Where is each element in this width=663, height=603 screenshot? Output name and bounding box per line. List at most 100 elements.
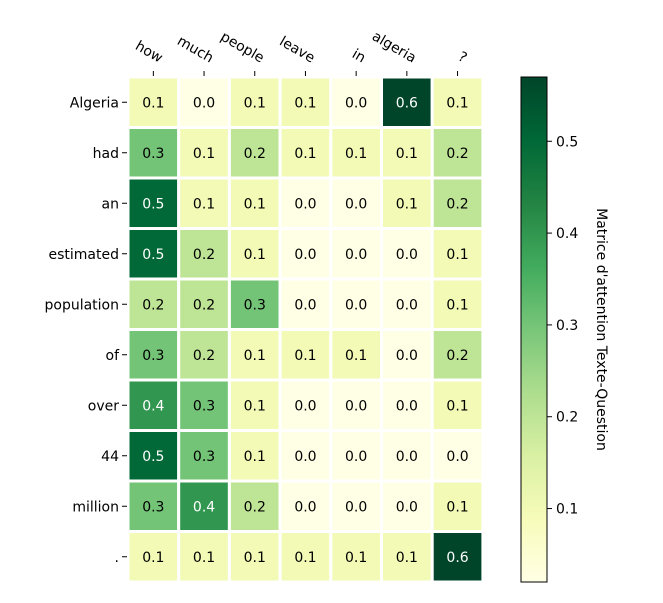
cell-value-label: 0.1	[244, 247, 266, 263]
y-tick-label: had	[93, 146, 119, 162]
x-tick-label: ?	[455, 49, 469, 67]
heatmap-cell	[227, 126, 282, 180]
y-tick-label: 44	[101, 449, 119, 465]
cell-value-label: 0.2	[446, 196, 468, 212]
cell-value-label: 0.5	[142, 449, 164, 465]
heatmap-cell	[380, 227, 434, 281]
cell-value-label: 0.0	[345, 247, 367, 263]
cell-value-label: 0.0	[345, 449, 367, 465]
cell-value-label: 0.2	[446, 146, 468, 162]
cell-value-label: 0.0	[294, 499, 316, 515]
cell-value-label: 0.5	[142, 247, 164, 263]
cell-value-label: 0.4	[193, 499, 215, 515]
cell-value-label: 0.1	[294, 348, 316, 364]
cell-value-label: 0.0	[396, 348, 418, 364]
cell-value-label: 0.0	[345, 398, 367, 414]
heatmap-cells	[126, 75, 485, 584]
y-tick-label: an	[102, 196, 119, 212]
heatmap-cell	[227, 176, 282, 230]
colorbar-tick-label: 0.3	[556, 318, 578, 334]
x-axis: how much people leave in algeria?	[132, 29, 470, 76]
cell-value-label: 0.1	[193, 146, 215, 162]
cell-value-label: 0.1	[244, 550, 266, 566]
x-tick-label: much	[174, 33, 216, 66]
cell-value-label: 0.5	[142, 196, 164, 212]
cell-value-label: 0.2	[193, 247, 215, 263]
cell-value-label: 0.0	[396, 297, 418, 313]
heatmap-cell	[227, 479, 282, 533]
cell-value-label: 0.1	[345, 348, 367, 364]
x-tick-label: how	[132, 38, 165, 66]
cell-value-label: 0.1	[294, 146, 316, 162]
cell-value-label: 0.3	[142, 348, 164, 364]
cell-value-label: 0.3	[193, 449, 215, 465]
cell-value-label: 0.0	[294, 449, 316, 465]
cell-value-label: 0.1	[446, 499, 468, 515]
cell-value-label: 0.3	[142, 146, 164, 162]
heatmap-cell	[227, 277, 282, 331]
y-tick-label: of	[106, 348, 121, 364]
cell-value-label: 0.2	[193, 297, 215, 313]
cell-value-label: 0.0	[193, 95, 215, 111]
cell-value-label: 0.1	[193, 196, 215, 212]
cell-value-label: 0.0	[396, 449, 418, 465]
y-tick-label: estimated	[49, 247, 120, 263]
heatmap-cell	[380, 378, 434, 432]
heatmap-cell	[177, 227, 231, 281]
colorbar: 0.1 0.2 0.3 0.4 0.5 Matrice d'attention Texte…	[520, 76, 609, 583]
x-tick-label: people	[218, 29, 267, 67]
heatmap-cell	[177, 429, 231, 483]
cell-value-label: 0.0	[345, 499, 367, 515]
cell-value-label: 0.1	[142, 550, 164, 566]
cell-value-label: 0.1	[345, 146, 367, 162]
cell-value-label: 0.1	[446, 297, 468, 313]
cell-value-label: 0.1	[345, 550, 367, 566]
heatmap-cell	[329, 176, 383, 230]
heatmap-cell	[278, 378, 333, 432]
cell-value-label: 0.1	[294, 550, 316, 566]
cell-value-label: 0.1	[396, 146, 418, 162]
heatmap-cell	[126, 429, 181, 483]
cell-value-label: 0.0	[396, 247, 418, 263]
heatmap-cell	[380, 176, 434, 230]
x-tick-label: in	[349, 46, 368, 66]
heatmap-cell	[278, 530, 333, 584]
cell-value-label: 0.4	[142, 398, 164, 414]
colorbar-label: Matrice d'attention Texte-Question	[593, 208, 609, 451]
cell-value-label: 0.3	[142, 499, 164, 515]
cell-value-label: 0.0	[396, 499, 418, 515]
cell-value-label: 0.0	[294, 196, 316, 212]
heatmap-cell	[430, 429, 485, 483]
x-tick-label: algeria	[369, 29, 419, 67]
cell-value-label: 0.0	[345, 297, 367, 313]
heatmap-cell	[126, 126, 181, 180]
heatmap-cell-labels: 0.1 0.0 0.1 0.1 0.0 0.6 0.1 0.3 0.1 0.2 0.1 0.1 0.1 0…	[142, 95, 469, 566]
colorbar-tick-label: 0.4	[556, 226, 578, 242]
heatmap-cell	[329, 429, 383, 483]
cell-value-label: 0.6	[446, 550, 468, 566]
heatmap-cell	[329, 530, 383, 584]
cell-value-label: 0.1	[244, 348, 266, 364]
heatmap-cell	[177, 176, 231, 230]
colorbar-tick-label: 0.2	[556, 410, 578, 426]
heatmap-cell	[380, 530, 434, 584]
heatmap-cell	[430, 530, 485, 584]
cell-value-label: 0.2	[446, 348, 468, 364]
heatmap-cell	[126, 530, 181, 584]
cell-value-label: 0.0	[396, 398, 418, 414]
y-tick-label: .	[115, 550, 119, 566]
colorbar-tick-label: 0.1	[556, 502, 578, 518]
colorbar-gradient	[520, 76, 548, 583]
cell-value-label: 0.1	[446, 247, 468, 263]
cell-value-label: 0.0	[294, 297, 316, 313]
cell-value-label: 0.3	[244, 297, 266, 313]
heatmap-cell	[329, 479, 383, 533]
cell-value-label: 0.1	[142, 95, 164, 111]
cell-value-label: 0.0	[345, 95, 367, 111]
cell-value-label: 0.2	[193, 348, 215, 364]
cell-value-label: 0.1	[446, 398, 468, 414]
cell-value-label: 0.0	[345, 196, 367, 212]
heatmap-cell	[227, 530, 282, 584]
colorbar-tick-label: 0.5	[556, 134, 578, 150]
